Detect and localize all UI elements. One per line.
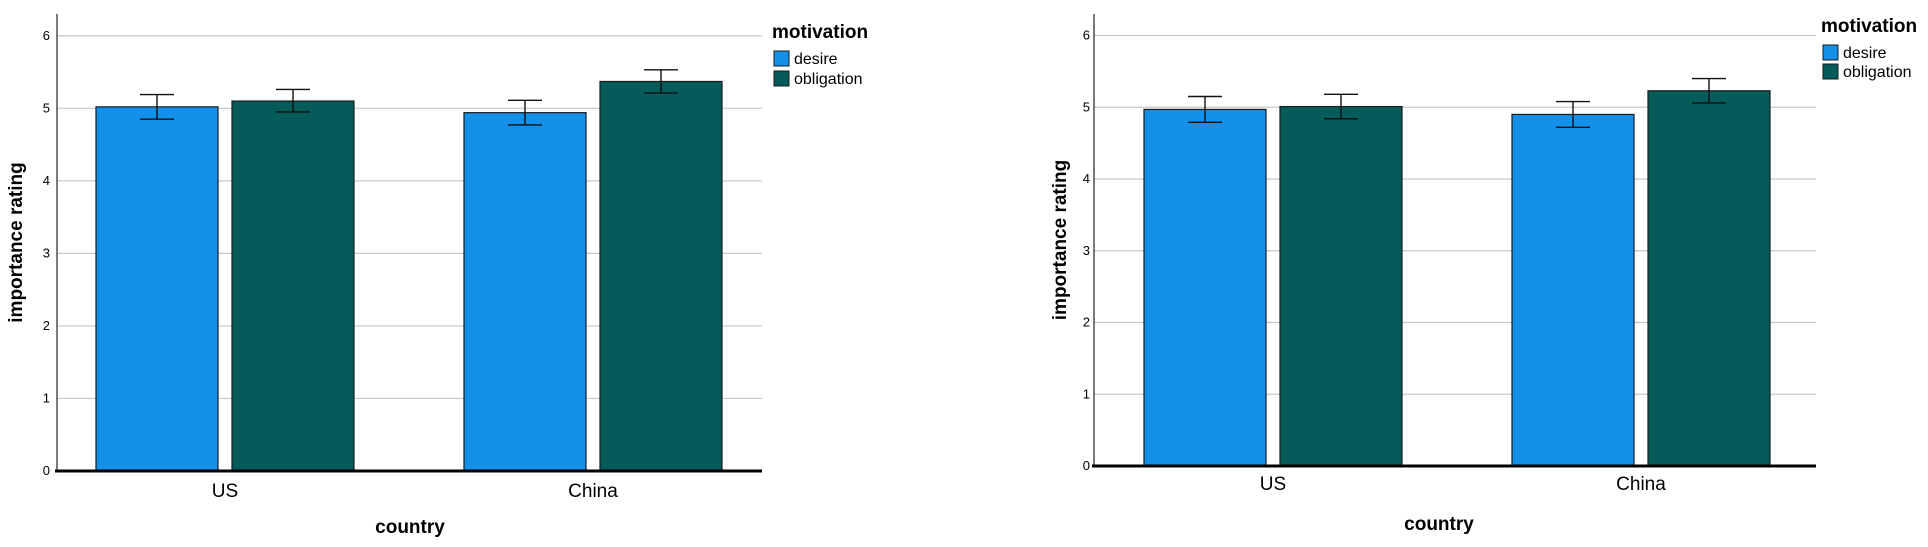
y-tick-label: 2 [43,318,50,333]
bar-desire-China [463,112,587,472]
legend-title: motivation [1821,16,1917,37]
legend-title: motivation [772,22,868,43]
y-tick-label: 6 [43,28,50,43]
chart-left: 0 1 2 3 4 5 6 US China country importance rating mo… [6,14,868,538]
x-tick-label: China [568,481,618,502]
y-tick-label: 6 [1083,28,1090,43]
x-tick-label: US [1260,474,1286,495]
y-tick-label: 2 [1083,315,1090,330]
y-axis-title: importance rating [1050,160,1071,320]
bar-desire-US [95,106,219,472]
y-tick-label: 3 [43,245,50,260]
legend-swatch-obligation [773,70,790,87]
legend-label-desire: desire [794,51,838,68]
y-tick-label: 0 [1083,458,1090,473]
legend-swatch-desire [1822,44,1839,61]
legend-label-obligation: obligation [794,71,863,88]
x-axis-title: country [375,517,445,538]
x-tick-label: China [1616,474,1666,495]
x-tick-label: US [212,481,238,502]
y-tick-label: 5 [43,100,50,115]
bar-desire-US [1143,108,1267,467]
chart-panel-left: 0 1 2 3 4 5 6 US China country importance rating mo… [0,0,900,542]
bar-obligation-China [1647,90,1771,467]
y-tick-label: 4 [43,173,50,188]
y-tick-label: 4 [1083,171,1090,186]
y-tick-label: 1 [1083,386,1090,401]
legend-label-obligation: obligation [1843,64,1912,81]
bar-obligation-China [599,80,723,472]
y-tick-label: 0 [43,463,50,478]
y-tick-label: 1 [43,390,50,405]
legend-swatch-obligation [1822,63,1839,80]
legend-swatch-desire [773,50,790,67]
chart-panel-right: 0 1 2 3 4 5 6 US China country importance rating mo… [1040,0,1928,542]
legend-label-desire: desire [1843,45,1887,62]
y-tick-label: 5 [1083,99,1090,114]
x-axis-title: country [1404,514,1474,535]
y-axis-title: importance rating [6,162,27,322]
chart-right: 0 1 2 3 4 5 6 US China country importance rating mo… [1050,14,1917,535]
bar-obligation-US [1279,105,1403,467]
y-tick-label: 3 [1083,243,1090,258]
bar-desire-China [1511,113,1635,467]
bar-obligation-US [231,100,355,472]
